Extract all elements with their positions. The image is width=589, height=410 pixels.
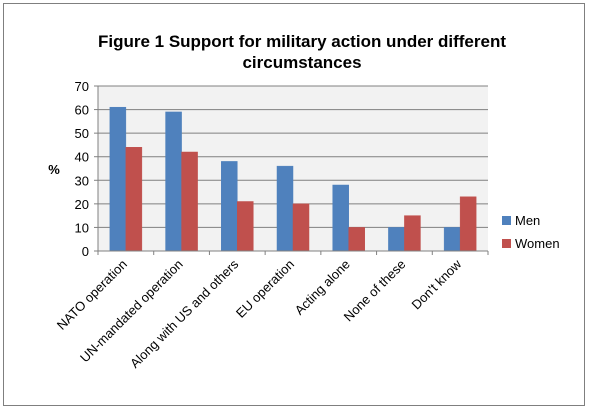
bar-men-5 xyxy=(332,184,349,252)
y-tick-label: 50 xyxy=(75,126,89,141)
legend-label-women: Women xyxy=(515,236,560,251)
bar-women-3 xyxy=(237,201,254,252)
legend-swatch-women xyxy=(502,239,511,248)
bar-men-3 xyxy=(221,161,238,252)
legend-label-men: Men xyxy=(515,213,540,228)
y-axis-title: % xyxy=(48,162,60,177)
y-tick-label: 20 xyxy=(75,197,89,212)
bar-women-6 xyxy=(404,215,421,252)
x-tick-label: EU operation xyxy=(233,257,297,321)
legend: Men Women xyxy=(502,213,560,251)
y-tick-label: 40 xyxy=(75,150,89,165)
bar-women-2 xyxy=(181,151,198,252)
bar-women-4 xyxy=(292,203,310,252)
bar-men-6 xyxy=(388,227,405,252)
x-tick-label: Acting alone xyxy=(292,257,353,318)
bar-men-7 xyxy=(443,227,461,252)
y-tick-label: 10 xyxy=(75,220,89,235)
y-tick-label: 0 xyxy=(82,244,89,259)
bar-men-2 xyxy=(165,111,182,252)
bar-men-4 xyxy=(276,165,294,252)
y-tick-label: 30 xyxy=(75,173,89,188)
chart-title-line-1: Figure 1 Support for military action und… xyxy=(98,32,506,51)
bar-women-5 xyxy=(348,227,365,252)
x-tick-label: Along with US and others xyxy=(127,256,242,371)
chart-title-line-2: circumstances xyxy=(242,53,361,72)
y-tick-label: 70 xyxy=(75,79,89,94)
bar-women-1 xyxy=(125,147,143,252)
x-tick-label: Don't know xyxy=(408,256,464,312)
y-tick-label: 60 xyxy=(75,103,89,118)
legend-swatch-men xyxy=(502,216,511,225)
x-tick-label: UN-mandated operation xyxy=(77,257,186,366)
bar-men-1 xyxy=(109,106,127,252)
bar-women-7 xyxy=(459,196,477,252)
